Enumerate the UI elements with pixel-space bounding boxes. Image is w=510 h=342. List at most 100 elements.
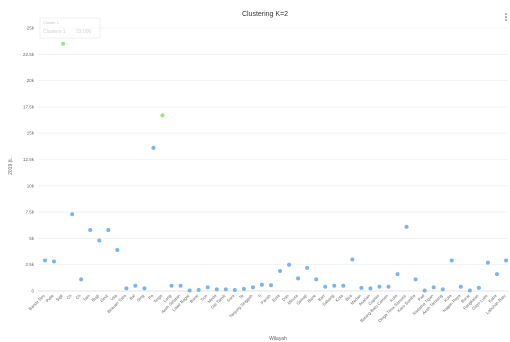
data-point[interactable] bbox=[124, 286, 129, 291]
data-point[interactable] bbox=[413, 277, 418, 282]
tooltip-label: Cluster 1 bbox=[43, 20, 60, 25]
x-tick-label: Tam bbox=[82, 293, 91, 302]
data-point[interactable] bbox=[79, 277, 84, 282]
data-point[interactable] bbox=[440, 287, 445, 292]
data-point[interactable] bbox=[160, 113, 165, 118]
data-point[interactable] bbox=[350, 257, 355, 262]
y-tick-label: 5k bbox=[29, 236, 35, 241]
y-tick-label: 0 bbox=[31, 289, 34, 294]
data-point[interactable] bbox=[323, 284, 328, 289]
data-point[interactable] bbox=[97, 238, 102, 243]
data-point[interactable] bbox=[223, 287, 228, 292]
y-tick-labels: 0 2.5k 5k 7.5k 10k 12.5k 15k 17.5k 20k 22.5k 25k bbox=[23, 26, 35, 294]
y-tick-label: 22.5k bbox=[23, 52, 35, 57]
data-point[interactable] bbox=[341, 283, 346, 288]
x-tick-label: Pad bbox=[417, 293, 426, 302]
tooltip-series: Clusters 1 bbox=[43, 29, 66, 35]
grid-lines bbox=[38, 27, 508, 292]
data-point[interactable] bbox=[232, 287, 237, 292]
x-tick-label: Bane bbox=[306, 293, 317, 304]
x-tick-label: Ch bbox=[75, 293, 83, 301]
x-tick-label: Dan bbox=[281, 293, 290, 302]
tooltip-box bbox=[39, 17, 101, 39]
x-tick-label: Nagan Raya bbox=[442, 293, 462, 313]
x-tick-label: Meda bbox=[207, 293, 218, 304]
data-point[interactable] bbox=[43, 258, 47, 263]
data-point[interactable] bbox=[61, 41, 66, 46]
data-point[interactable] bbox=[476, 285, 481, 290]
x-tick-label: Lang bbox=[162, 293, 173, 304]
x-tick-label: Kaba bbox=[487, 293, 498, 304]
data-point[interactable] bbox=[142, 286, 147, 291]
data-point[interactable] bbox=[422, 288, 427, 293]
x-tick-label: Rola bbox=[271, 293, 281, 303]
data-point[interactable] bbox=[296, 276, 301, 281]
data-point[interactable] bbox=[70, 212, 75, 217]
y-tick-label: 2.5k bbox=[25, 262, 34, 267]
data-point[interactable] bbox=[196, 287, 201, 292]
tooltip-value: 23.000 bbox=[76, 29, 92, 35]
x-tick-label: Bugi bbox=[90, 293, 100, 303]
data-point[interactable] bbox=[404, 224, 409, 229]
x-tick-label: Geut bbox=[99, 293, 110, 304]
data-point[interactable] bbox=[106, 227, 111, 232]
y-tick-label: 20k bbox=[27, 78, 35, 83]
data-point[interactable] bbox=[467, 288, 472, 293]
data-point[interactable] bbox=[133, 283, 138, 288]
data-point[interactable] bbox=[178, 283, 183, 288]
data-point[interactable] bbox=[485, 260, 490, 265]
data-point[interactable] bbox=[504, 258, 508, 263]
x-tick-label: Barat bbox=[460, 293, 471, 304]
y-tick-label: 10k bbox=[27, 183, 35, 188]
data-point[interactable] bbox=[494, 272, 499, 277]
x-tick-label: Pa bbox=[147, 293, 155, 301]
data-point[interactable] bbox=[332, 283, 337, 288]
data-point[interactable] bbox=[169, 283, 174, 288]
data-point[interactable] bbox=[368, 286, 373, 291]
data-point[interactable] bbox=[250, 285, 255, 290]
data-point[interactable] bbox=[88, 227, 93, 232]
x-axis-label: Wilayah bbox=[269, 336, 287, 342]
data-point[interactable] bbox=[395, 272, 400, 277]
data-point[interactable] bbox=[241, 286, 246, 291]
x-tick-label: Ti bbox=[257, 293, 263, 299]
data-point[interactable] bbox=[458, 284, 463, 289]
data-point[interactable] bbox=[52, 259, 57, 264]
x-tick-label: Sing bbox=[136, 293, 146, 303]
data-point[interactable] bbox=[314, 277, 319, 282]
menu-icon[interactable] bbox=[505, 13, 507, 21]
data-point[interactable] bbox=[287, 262, 292, 267]
data-point[interactable] bbox=[377, 284, 382, 289]
data-point[interactable] bbox=[214, 287, 219, 292]
x-tick-label: Bart bbox=[317, 293, 327, 303]
data-point[interactable] bbox=[268, 283, 273, 288]
data-point[interactable] bbox=[278, 269, 283, 274]
x-tick-label: Vita bbox=[109, 293, 118, 302]
data-point[interactable] bbox=[305, 265, 310, 270]
tooltip: Cluster 1 Clusters 1 23.000 bbox=[39, 17, 101, 39]
x-tick-label: Kota bbox=[334, 293, 344, 303]
x-tick-label: Sigli bbox=[55, 293, 64, 302]
x-tick-label: Te bbox=[238, 293, 245, 300]
data-point[interactable] bbox=[449, 258, 454, 263]
y-tick-label: 15k bbox=[27, 131, 35, 136]
x-tick-label: Bal bbox=[128, 293, 136, 301]
data-point[interactable] bbox=[151, 145, 156, 150]
data-point[interactable] bbox=[359, 285, 364, 290]
data-points bbox=[43, 41, 508, 293]
data-point[interactable] bbox=[115, 247, 120, 252]
y-tick-label: 12.5k bbox=[23, 157, 35, 162]
data-point[interactable] bbox=[259, 282, 264, 287]
x-tick-label: Kuta bbox=[389, 293, 399, 303]
data-point[interactable] bbox=[187, 288, 192, 293]
x-tick-label: Tion bbox=[199, 293, 209, 303]
y-tick-label: 25k bbox=[27, 26, 35, 31]
chart-title: Clustering K=2 bbox=[242, 11, 288, 18]
data-point[interactable] bbox=[205, 285, 210, 290]
y-tick-label: 7.5k bbox=[25, 210, 34, 215]
data-point[interactable] bbox=[386, 284, 391, 289]
data-point[interactable] bbox=[431, 285, 436, 290]
x-tick-label: Pidie bbox=[45, 293, 56, 304]
